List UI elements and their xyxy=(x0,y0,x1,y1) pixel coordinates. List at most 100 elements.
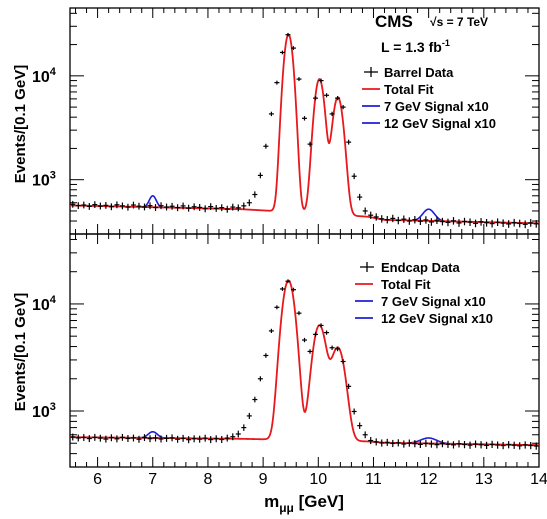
data-point xyxy=(357,422,363,429)
legend-fit-label: Total Fit xyxy=(384,82,434,97)
data-point xyxy=(511,218,517,227)
endcap-legend: Endcap Data Total Fit 7 GeV Signal x10 1… xyxy=(355,260,493,326)
data-point xyxy=(439,440,445,448)
data-point xyxy=(186,204,192,212)
data-point xyxy=(522,220,528,229)
experiment-label: CMS xyxy=(375,12,413,31)
data-point xyxy=(500,441,506,450)
data-point xyxy=(175,435,181,443)
data-point xyxy=(318,323,324,328)
data-point xyxy=(313,96,319,101)
total-fit-curve xyxy=(69,33,540,225)
x-tick-label: 10 xyxy=(309,471,327,488)
data-point xyxy=(219,436,225,444)
data-point xyxy=(373,213,379,221)
data-point xyxy=(517,442,523,450)
data-point xyxy=(533,442,539,450)
data-point xyxy=(279,287,285,291)
data-point xyxy=(279,50,285,55)
data-point xyxy=(92,201,98,208)
data-point xyxy=(346,383,352,389)
endcap-y-axis-label: Events/[0.1 GeV] xyxy=(12,293,29,411)
data-point xyxy=(362,207,368,215)
data-point xyxy=(285,279,291,284)
data-point xyxy=(368,211,374,219)
data-point xyxy=(230,433,236,441)
data-point xyxy=(296,77,302,82)
data-point xyxy=(428,440,434,448)
data-point xyxy=(346,139,352,145)
data-point xyxy=(478,441,484,449)
data-point xyxy=(340,104,346,110)
x-axis-tick-labels: 6 7 8 9 10 11 12 13 14 xyxy=(93,471,547,488)
data-point xyxy=(417,217,423,226)
data-point xyxy=(175,204,181,212)
data-point xyxy=(130,434,136,442)
data-point xyxy=(158,202,164,210)
data-point xyxy=(511,441,517,449)
data-point xyxy=(423,216,429,224)
data-point xyxy=(351,173,357,180)
data-point xyxy=(379,215,385,223)
x-tick-label: 13 xyxy=(475,471,493,488)
data-point xyxy=(125,203,131,211)
data-point xyxy=(136,202,142,210)
data-point xyxy=(202,205,208,213)
data-point xyxy=(528,441,534,450)
data-point xyxy=(290,287,296,292)
data-point xyxy=(340,359,346,364)
barrel-y-axis-label: Events/[0.1 GeV] xyxy=(12,65,29,183)
data-point xyxy=(164,203,170,211)
data-point xyxy=(263,143,269,149)
legend-7gev-label: 7 GeV Signal x10 xyxy=(381,294,486,309)
data-point xyxy=(484,219,490,227)
legend-7gev-label: 7 GeV Signal x10 xyxy=(384,99,489,114)
x-tick-label: 11 xyxy=(365,471,382,488)
data-point xyxy=(307,349,313,354)
data-point xyxy=(302,337,307,343)
data-point xyxy=(141,203,147,211)
data-point xyxy=(70,433,76,441)
data-point xyxy=(473,219,479,228)
data-point xyxy=(495,218,501,227)
data-point xyxy=(164,434,170,442)
data-point xyxy=(522,441,528,449)
data-point xyxy=(86,435,92,443)
data-point xyxy=(136,435,142,443)
data-point xyxy=(153,434,159,442)
data-point xyxy=(450,217,456,225)
data-point xyxy=(235,430,241,438)
data-point xyxy=(213,204,219,212)
data-point xyxy=(428,218,434,226)
data-point xyxy=(274,80,280,85)
data-point xyxy=(180,202,186,210)
data-point xyxy=(86,203,92,210)
data-point xyxy=(119,433,125,441)
data-point xyxy=(114,435,120,443)
data-point xyxy=(335,346,341,352)
data-point xyxy=(329,111,335,117)
endcap-panel: 103 104 Endcap Data Total Fit 7 GeV Signa… xyxy=(12,233,540,468)
data-point xyxy=(108,434,114,442)
data-point xyxy=(467,441,473,449)
data-point xyxy=(70,200,76,208)
data-point xyxy=(147,202,153,210)
data-point xyxy=(434,441,440,449)
data-point xyxy=(114,201,120,209)
data-point xyxy=(395,216,401,225)
legend-data-marker xyxy=(360,262,374,272)
data-point xyxy=(197,435,203,443)
data-point xyxy=(456,440,462,448)
data-point xyxy=(412,440,418,448)
data-point xyxy=(384,216,390,224)
data-point xyxy=(329,345,335,350)
data-point xyxy=(119,202,125,210)
data-point xyxy=(412,216,418,224)
data-point xyxy=(191,203,197,211)
data-point xyxy=(484,441,490,450)
data-point xyxy=(213,435,219,443)
x-axis-label: mμμ [GeV] xyxy=(264,492,344,515)
data-point xyxy=(75,434,81,442)
data-point xyxy=(533,220,539,228)
